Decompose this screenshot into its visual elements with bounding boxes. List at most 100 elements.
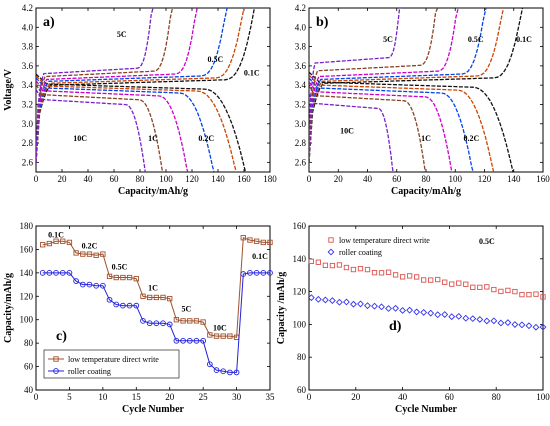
data-point [46, 270, 53, 276]
rate-label-1C: 1C [148, 134, 158, 143]
legend-marker [53, 368, 59, 374]
legend-marker [328, 237, 334, 243]
legend-label: low temperature direct write [68, 355, 159, 364]
panel-b: 0 20 40 60 80 100 120 140 160 2.6 2.8 3.0 3.2 3.4 3.6 3… [295, 3, 550, 197]
data-point [533, 291, 539, 297]
discharge-curve-5C [309, 85, 426, 172]
data-point [113, 274, 119, 281]
data-point [193, 337, 200, 344]
rate-label-0.2C: 0.2C [198, 134, 214, 143]
data-point [505, 287, 511, 294]
y-tick-label: 4.0 [22, 22, 34, 32]
data-point [357, 300, 364, 308]
data-point [66, 270, 73, 276]
data-point [193, 318, 200, 324]
data-point [186, 337, 193, 344]
y-tick-label: 160 [293, 221, 307, 231]
x-tick-label: 0 [307, 174, 312, 184]
data-point [399, 274, 406, 280]
data-point [357, 265, 364, 272]
y-tick-label: 60 [24, 362, 34, 372]
data-point [260, 270, 267, 276]
y-tick-label: 140 [20, 268, 34, 278]
data-point [427, 309, 435, 317]
data-point [329, 262, 336, 269]
data-point [314, 295, 322, 303]
discharge-curve-0.1C [36, 73, 247, 172]
data-point [406, 306, 414, 314]
data-point [187, 318, 193, 324]
data-point [73, 278, 79, 284]
data-point [73, 250, 79, 256]
x-axis-label: Capacity/mAh/g [118, 186, 188, 197]
panel-label: a) [43, 15, 55, 30]
y-tick-label: 3.0 [22, 119, 34, 129]
legend-label: low temperature direct write [339, 236, 430, 245]
panel-label: c) [56, 329, 67, 344]
data-point [206, 361, 213, 368]
data-point [350, 300, 357, 308]
data-point [180, 337, 186, 344]
data-point [497, 319, 505, 327]
data-point [140, 293, 146, 299]
x-axis-label: Capacity/mAh/g [391, 186, 461, 197]
plot-frame [35, 225, 271, 391]
x-tick-label: 0 [34, 174, 39, 184]
data-point [512, 288, 518, 295]
data-point [483, 317, 491, 325]
data-point [93, 282, 100, 289]
data-point [335, 298, 343, 306]
x-tick-label: 20 [351, 392, 361, 402]
data-point [120, 274, 126, 281]
panel-label: b) [316, 15, 329, 30]
y-tick-label: 4.2 [295, 3, 306, 13]
x-tick-label: 20 [58, 174, 68, 184]
data-point [46, 240, 53, 247]
data-point [233, 369, 240, 376]
plot-frame [308, 225, 544, 391]
data-point [207, 332, 213, 338]
data-point [86, 251, 93, 257]
data-point [133, 302, 140, 309]
data-point [40, 242, 46, 248]
data-point [240, 235, 246, 241]
rate-annotation: 0.5C [479, 237, 495, 246]
charge-curve-0.5C [309, 8, 487, 163]
data-point [343, 298, 350, 306]
data-point [476, 316, 484, 323]
data-point [469, 315, 477, 323]
data-point [385, 269, 392, 275]
y-tick-label: 120 [20, 291, 34, 301]
x-tick-label: 15 [132, 392, 142, 402]
y-tick-label: 4.2 [22, 3, 33, 13]
charge-curve-1C [36, 8, 198, 163]
x-tick-label: 40 [363, 174, 373, 184]
data-point [253, 238, 260, 244]
data-point [308, 258, 314, 264]
x-tick-label: 10 [98, 392, 108, 402]
y-tick-label: 3.2 [295, 99, 306, 109]
data-point [364, 302, 371, 310]
data-point [343, 264, 350, 271]
data-point [532, 323, 540, 331]
y-axis-label: Voltage/V [3, 68, 14, 111]
data-point [66, 239, 73, 246]
data-point [160, 320, 166, 327]
data-point [60, 238, 66, 244]
data-point [477, 284, 483, 291]
data-point [385, 305, 392, 312]
legend-marker [327, 248, 335, 256]
rate-label-5C: 5C [383, 35, 393, 44]
data-point [227, 333, 233, 339]
data-point [539, 323, 547, 331]
panel-c: 0 5 10 15 20 25 30 35 40 60 80 100 120 140 160 180 Cycle… [3, 221, 275, 415]
charge-curve-5C [36, 8, 174, 163]
x-axis-label: Cycle Number [122, 404, 184, 415]
data-point [267, 239, 273, 246]
data-point [153, 294, 159, 301]
data-point [456, 280, 462, 286]
data-point [126, 302, 133, 309]
data-point [173, 337, 180, 344]
rate-label-0.2C: 0.2C [463, 134, 479, 143]
